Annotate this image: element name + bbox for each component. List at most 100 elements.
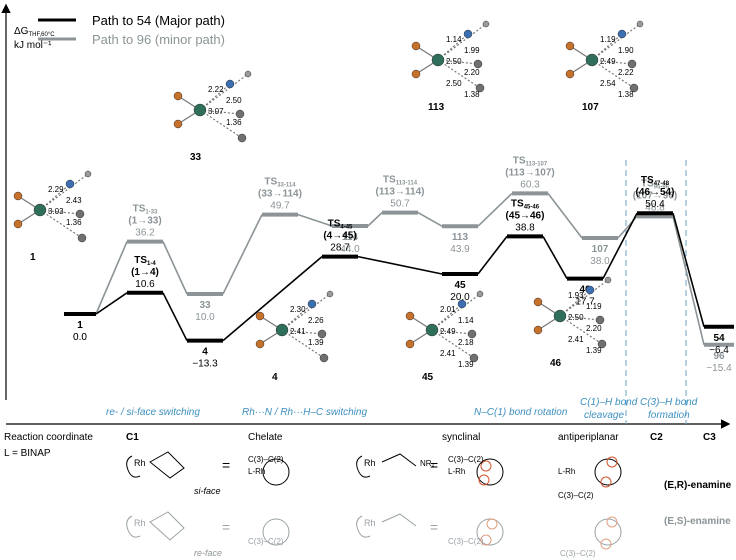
distance-4-3: 1.39 bbox=[308, 338, 324, 347]
label-major-TS4-45-1: (4→45) bbox=[323, 231, 356, 242]
atom bbox=[597, 339, 607, 349]
region-ch-cleavage-2: cleavage bbox=[584, 410, 624, 421]
bond bbox=[431, 303, 463, 331]
atom bbox=[585, 53, 599, 67]
distance-107-2: 2.49 bbox=[600, 57, 616, 66]
re-face-label: re-face bbox=[194, 548, 222, 558]
atom bbox=[469, 353, 479, 363]
bond bbox=[431, 329, 473, 335]
distance-46-1: 1.19 bbox=[586, 302, 602, 311]
es-enamine-label: (E,S)-enamine bbox=[664, 516, 731, 527]
atom bbox=[326, 290, 334, 298]
atom bbox=[617, 29, 627, 39]
distance-4-0: 2.30 bbox=[290, 305, 306, 314]
label-minor-TS113-114-2: 50.7 bbox=[390, 199, 410, 210]
bond bbox=[591, 59, 633, 65]
atom bbox=[77, 233, 87, 243]
distance-45-2: 2.49 bbox=[440, 327, 456, 336]
label-minor-TS95-96-2: 48.8 bbox=[645, 202, 665, 213]
label-major-45-1: 20.0 bbox=[450, 292, 470, 303]
atom bbox=[405, 339, 415, 349]
structure-label-4: 4 bbox=[272, 372, 278, 383]
distance-33-3: 1.36 bbox=[226, 118, 242, 127]
atom bbox=[604, 276, 612, 284]
distance-4-2: 2.41 bbox=[290, 327, 306, 336]
bond bbox=[39, 209, 81, 215]
distance-46-3: 2.20 bbox=[586, 324, 602, 333]
bond bbox=[39, 173, 89, 211]
structure-45: 2.011.142.492.182.411.39 45 bbox=[405, 290, 484, 383]
structure-4: 2.302.262.411.39 4 bbox=[255, 290, 334, 383]
structure-33: 2.222.503.071.36 33 bbox=[173, 70, 252, 163]
label-minor-TS95-96-1: (107→96) bbox=[633, 190, 677, 201]
distance-107-0: 1.19 bbox=[600, 35, 616, 44]
svg-text:L-Rh: L-Rh bbox=[448, 467, 465, 476]
atom bbox=[255, 339, 265, 349]
label-major-TS1-4-1: (1→4) bbox=[131, 267, 159, 278]
bond bbox=[199, 109, 243, 139]
bond bbox=[591, 23, 641, 61]
atom bbox=[431, 53, 445, 67]
atom bbox=[627, 59, 637, 69]
distance-1-0: 2.29 bbox=[48, 185, 64, 194]
label-major-TS45-46-1: (45→46) bbox=[506, 210, 545, 221]
bond bbox=[281, 293, 331, 331]
label-minor-96-1: −15.4 bbox=[706, 363, 732, 374]
atom bbox=[237, 133, 247, 143]
label-major-46-0: 46 bbox=[579, 285, 591, 296]
bond bbox=[437, 59, 479, 65]
distance-33-1: 2.50 bbox=[226, 96, 242, 105]
region-re-si: re- / si-face switching bbox=[106, 407, 200, 418]
svg-text:Rh: Rh bbox=[364, 458, 376, 468]
bond bbox=[437, 33, 469, 61]
label-minor-114-1: 44.0 bbox=[340, 244, 360, 255]
bond bbox=[559, 315, 603, 345]
label-major-TS4-45-2: 28.7 bbox=[330, 243, 350, 254]
structure-label-107: 107 bbox=[582, 102, 599, 113]
atom bbox=[565, 41, 575, 51]
distance-45-0: 2.01 bbox=[440, 305, 456, 314]
atom bbox=[317, 329, 327, 339]
synclinal-label: synclinal bbox=[442, 432, 480, 443]
y-axis-label: ΔGTHF,60°C bbox=[14, 26, 55, 38]
connector-minor-3 bbox=[297, 213, 333, 227]
bond bbox=[437, 23, 487, 61]
atom bbox=[636, 20, 644, 28]
atom bbox=[476, 290, 484, 298]
bond bbox=[437, 59, 481, 89]
label-major-4-1: −13.3 bbox=[192, 359, 218, 370]
label-minor-TS1-33-0: TS1-33 bbox=[133, 204, 158, 216]
bond bbox=[559, 289, 591, 317]
connector-minor-1 bbox=[162, 241, 188, 295]
bond bbox=[431, 293, 481, 331]
bond bbox=[199, 83, 231, 111]
atom bbox=[33, 203, 47, 217]
connector-major-6 bbox=[602, 212, 638, 279]
label-major-TS47-48-2: 50.4 bbox=[645, 199, 665, 210]
atom bbox=[173, 119, 183, 129]
connector-major-3 bbox=[357, 255, 443, 275]
structure-107: 1.191.902.492.222.541.38 107 bbox=[565, 20, 644, 113]
distance-45-3: 2.18 bbox=[458, 338, 474, 347]
svg-text:Rh: Rh bbox=[364, 518, 376, 528]
distance-113-5: 1.38 bbox=[464, 90, 480, 99]
label-minor-TS113-114-0: TS113-114 bbox=[383, 175, 418, 187]
atom bbox=[473, 59, 483, 69]
label-major-TS47-48-0: TS47-48 bbox=[641, 175, 670, 187]
connector-minor-5 bbox=[417, 211, 443, 227]
si-face-label: si-face bbox=[194, 486, 221, 496]
structure-label-113: 113 bbox=[428, 102, 445, 113]
svg-text:Rh: Rh bbox=[134, 458, 146, 468]
atom bbox=[84, 170, 92, 178]
svg-text:C(3)–C(2): C(3)–C(2) bbox=[448, 455, 484, 464]
atom bbox=[482, 20, 490, 28]
label-minor-TS1-33-1: (1→33) bbox=[128, 216, 161, 227]
atom bbox=[193, 103, 207, 117]
label-major-1-1: 0.0 bbox=[73, 332, 87, 343]
atom bbox=[65, 179, 75, 189]
label-minor-TS1-33-2: 36.2 bbox=[135, 228, 155, 239]
distance-107-5: 1.38 bbox=[618, 90, 634, 99]
molecular-structures: 2.292.433.031.3612.222.503.071.36331.141… bbox=[13, 20, 644, 383]
atom bbox=[475, 83, 485, 93]
